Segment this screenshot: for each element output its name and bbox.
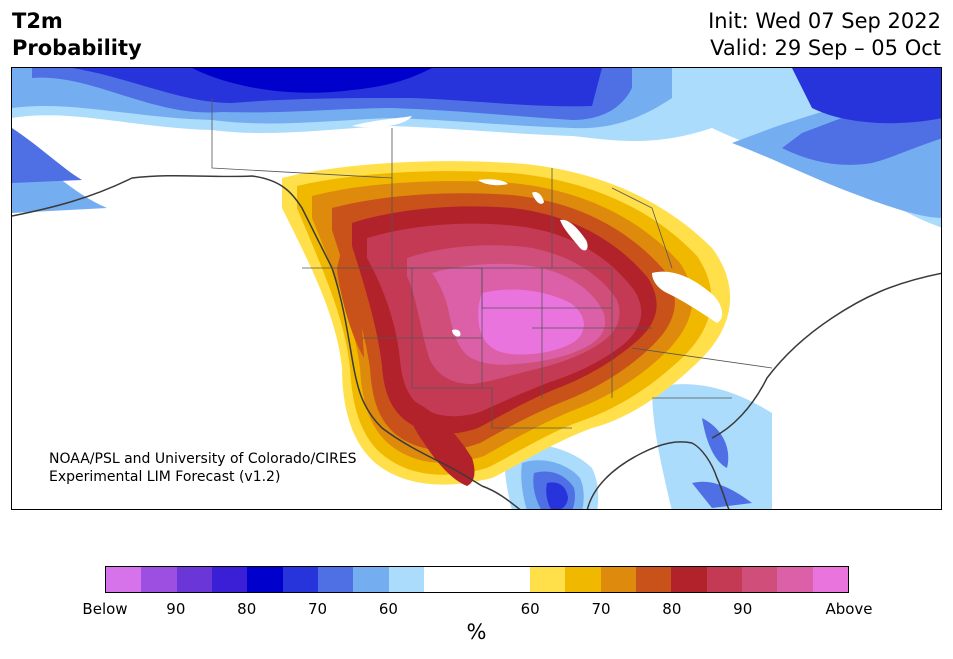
valid-range: Valid: 29 Sep – 05 Oct (710, 36, 941, 60)
colorbar-tick-label: 60 (378, 600, 398, 618)
colorbar (105, 566, 849, 593)
colorbar-above-segment (706, 567, 742, 592)
colorbar-above-segment (565, 567, 601, 592)
colorbar-tick-label: 80 (237, 600, 257, 618)
state-borders (211, 98, 773, 429)
colorbar-above-segment (812, 567, 848, 592)
colorbar-above-segment (600, 567, 636, 592)
colorbar-below-segment (106, 567, 142, 592)
boundaries (12, 174, 941, 509)
credit-line-1: NOAA/PSL and University of Colorado/CIRE… (49, 451, 357, 467)
map-title: T2m Probability (12, 8, 142, 62)
colorbar-tick-label: 70 (308, 600, 328, 618)
colorbar-above-segment (529, 567, 566, 592)
colorbar-below-segment (282, 567, 318, 592)
credit-text: NOAA/PSL and University of Colorado/CIRE… (49, 450, 357, 486)
colorbar-tick-label: Below (82, 600, 128, 618)
title-variable: T2m (12, 9, 63, 33)
colorbar-unit-label: % (466, 620, 487, 644)
colorbar-tick-label: 90 (166, 600, 186, 618)
map-panel (11, 67, 942, 510)
lakes (352, 116, 723, 337)
colorbar-above-segment (777, 567, 813, 592)
colorbar-tick-label: 70 (591, 600, 611, 618)
title-type: Probability (12, 36, 142, 60)
colorbar-tick-labels: Below 90 80 70 60 60 70 80 90 Above (0, 600, 953, 620)
colorbar-tick-label: 60 (520, 600, 540, 618)
colorbar-below-segment (141, 567, 177, 592)
colorbar-tick-label: Above (825, 600, 873, 618)
credit-line-2: Experimental LIM Forecast (v1.2) (49, 469, 281, 485)
colorbar-above-segment (741, 567, 778, 592)
colorbar-above-segment (671, 567, 707, 592)
colorbar-neutral-segment (423, 567, 530, 592)
colorbar-below-segment (317, 567, 354, 592)
colorbar-above-segment (635, 567, 672, 592)
colorbar-tick-label: 80 (662, 600, 682, 618)
colorbar-tick-label: 90 (733, 600, 753, 618)
cold-region-north (12, 68, 941, 509)
probability-map (12, 68, 941, 509)
forecast-dates: Init: Wed 07 Sep 2022 Valid: 29 Sep – 05… (708, 8, 941, 62)
colorbar-below-segment (353, 567, 389, 592)
colorbar-below-segment (176, 567, 212, 592)
colorbar-below-segment (247, 567, 283, 592)
colorbar-below-segment (211, 567, 248, 592)
warm-region-us (282, 161, 731, 486)
init-date: Init: Wed 07 Sep 2022 (708, 9, 941, 33)
colorbar-below-segment (388, 567, 424, 592)
